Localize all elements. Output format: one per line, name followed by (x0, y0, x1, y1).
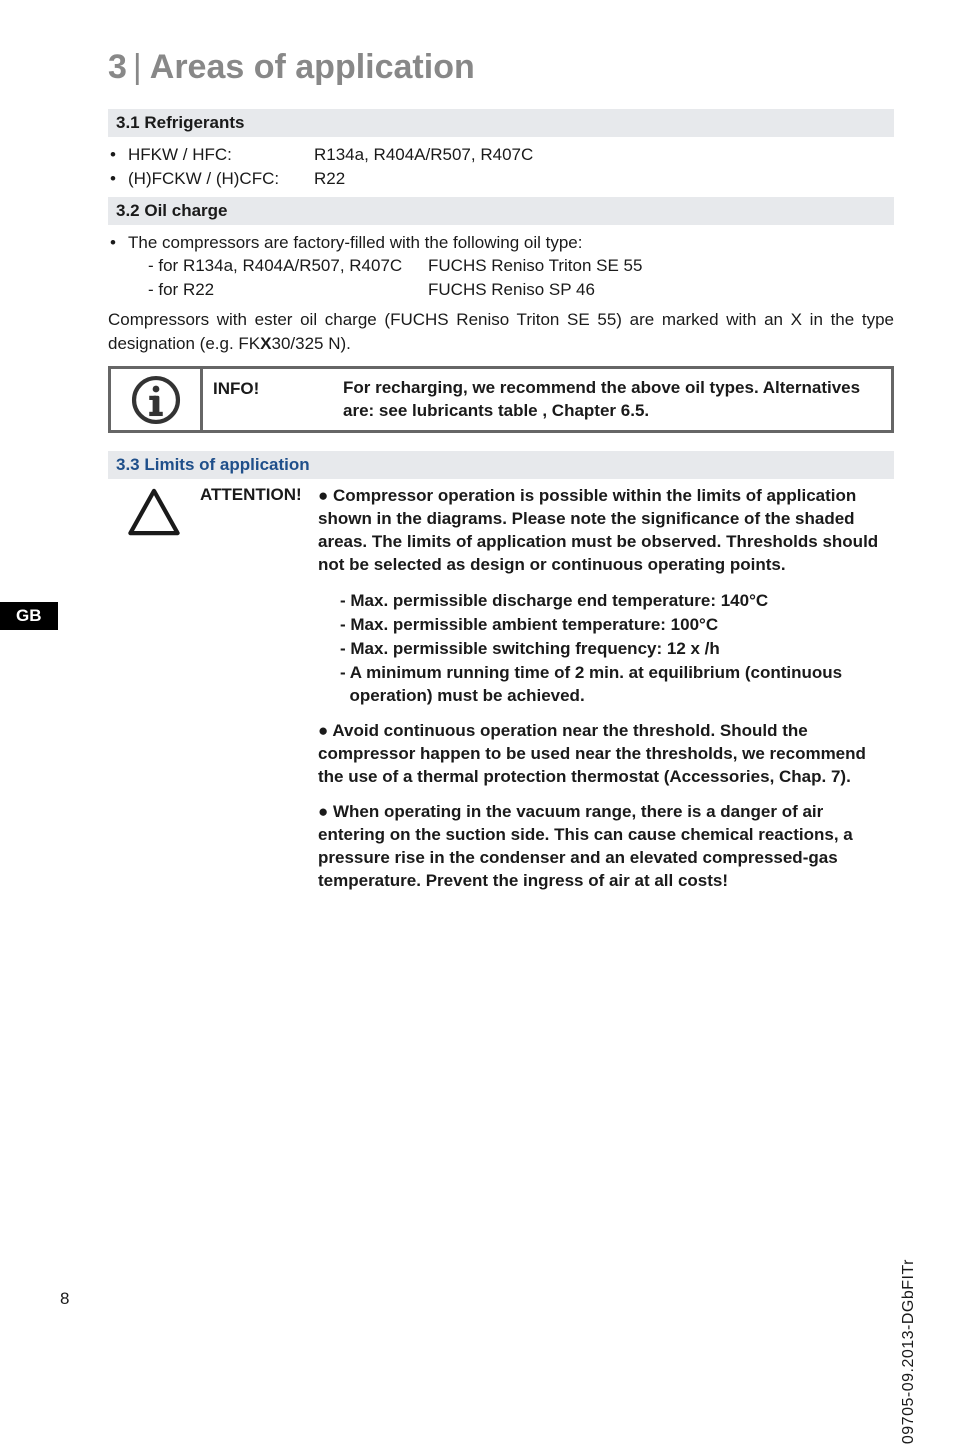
attention-text: ● Compressor operation is possible withi… (318, 485, 894, 577)
language-tab: GB (0, 602, 58, 630)
ester-oil-paragraph: Compressors with ester oil charge (FUCHS… (108, 308, 894, 356)
refrigerant-value: R134a, R404A/R507, R407C (314, 143, 533, 167)
list-item: HFKW / HFC:R134a, R404A/R507, R407C (108, 143, 894, 167)
attention-icon (108, 485, 200, 577)
info-content: INFO! For recharging, we recommend the a… (203, 369, 891, 431)
list-item: The compressors are factory-filled with … (108, 231, 894, 255)
refrigerants-list: HFKW / HFC:R134a, R404A/R507, R407C (H)F… (108, 143, 894, 191)
attention-tag: ATTENTION! (200, 485, 318, 577)
oil-charge-list: The compressors are factory-filled with … (108, 231, 894, 255)
chapter-number: 3 (108, 48, 127, 86)
oil-type-row: - for R22FUCHS Reniso SP 46 (108, 278, 894, 302)
info-text: For recharging, we recommend the above o… (343, 377, 881, 423)
thresholds-list: - Max. permissible discharge end tempera… (108, 589, 894, 708)
info-icon (111, 369, 203, 431)
dash-item: - Max. permissible ambient temperature: … (340, 613, 894, 637)
dash-item: - Max. permissible discharge end tempera… (340, 589, 894, 613)
oil-lead-text: The compressors are factory-filled with … (128, 233, 582, 252)
attention-bullet-3: ● When operating in the vacuum range, th… (108, 801, 894, 893)
attention-block: ATTENTION! ● Compressor operation is pos… (108, 485, 894, 577)
oil-value: FUCHS Reniso Triton SE 55 (428, 254, 642, 278)
refrigerant-key: HFKW / HFC: (128, 143, 314, 167)
section-3-2-header: 3.2 Oil charge (108, 197, 894, 225)
attention-bullet-2: ● Avoid continuous operation near the th… (108, 720, 894, 789)
list-item: (H)FCKW / (H)CFC:R22 (108, 167, 894, 191)
info-tag: INFO! (213, 377, 343, 423)
dash-item: operation) must be achieved. (340, 684, 894, 708)
page-number: 8 (60, 1289, 69, 1309)
dash-item: - Max. permissible switching frequency: … (340, 637, 894, 661)
attention-body: ATTENTION! ● Compressor operation is pos… (200, 485, 894, 577)
dash-item: - A minimum running time of 2 min. at eq… (340, 661, 894, 685)
page-title: 3|Areas of application (108, 48, 894, 87)
attention-head: ATTENTION! ● Compressor operation is pos… (200, 485, 894, 577)
section-3-3-header: 3.3 Limits of application (108, 451, 894, 479)
refrigerant-key: (H)FCKW / (H)CFC: (128, 167, 314, 191)
oil-value: FUCHS Reniso SP 46 (428, 278, 595, 302)
oil-type-row: - for R134a, R404A/R507, R407CFUCHS Reni… (108, 254, 894, 278)
oil-key: - for R134a, R404A/R507, R407C (148, 254, 428, 278)
title-separator: | (133, 48, 142, 86)
section-3-1-header: 3.1 Refrigerants (108, 109, 894, 137)
refrigerant-value: R22 (314, 167, 345, 191)
info-box: INFO! For recharging, we recommend the a… (108, 366, 894, 434)
document-id: 09705-09.2013-DGbFITr (900, 1259, 918, 1444)
chapter-title: Areas of application (150, 48, 475, 86)
oil-key: - for R22 (148, 278, 428, 302)
